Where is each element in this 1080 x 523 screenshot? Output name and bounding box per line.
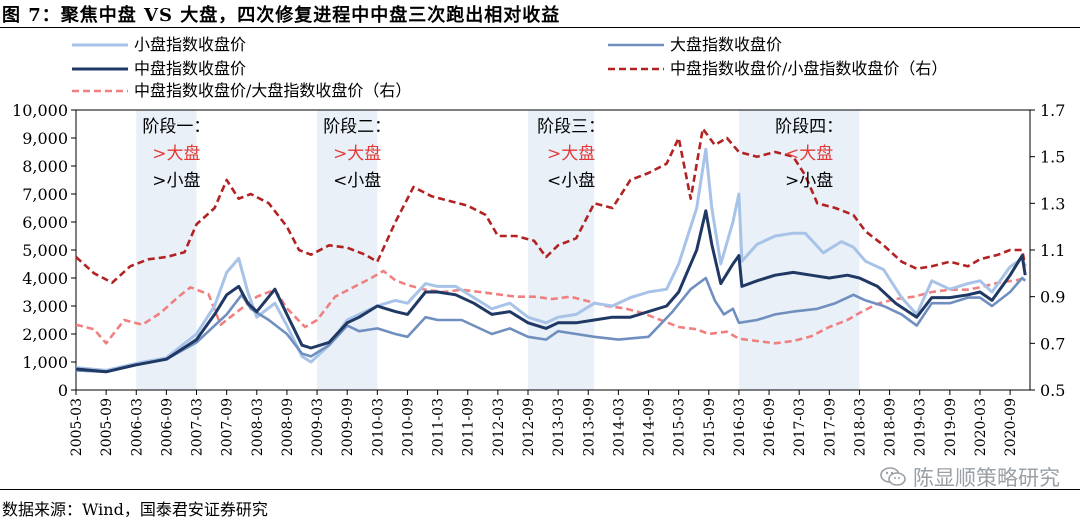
y-right-tick-label: 0.5: [1040, 381, 1065, 400]
line-chart: 0 1,000 2,000 3,000 4,000 5,000 6,000 7,000 8,00…: [12, 35, 1065, 456]
x-tick-label: 2018-09: [883, 398, 899, 456]
x-tick-label: 2015-03: [672, 398, 688, 456]
phase-title-1: 阶段一：: [142, 117, 210, 137]
x-tick-label: 2017-09: [822, 398, 838, 456]
axes: 0 1,000 2,000 3,000 4,000 5,000 6,000 7,000 8,00…: [12, 101, 1065, 456]
x-tick-label: 2012-09: [521, 398, 537, 456]
phase-labels: 阶段一： >大盘 >小盘 阶段二： >大盘 <小盘 阶段三： >大盘 <小盘 阶段四： <大盘 >小盘: [142, 117, 843, 191]
legend-label-ratio_large: 中盘指数收盘价/大盘指数收盘价（右）: [134, 81, 411, 100]
x-tick-label: 2020-09: [1003, 398, 1019, 456]
y-left-tick-label: 7,000: [22, 185, 68, 204]
phase-vs-small-3: <小盘: [547, 171, 595, 191]
phase-vs-large-1: >大盘: [152, 144, 200, 164]
bottom-divider: [0, 489, 1080, 490]
legend-label-mid: 中盘指数收盘价: [134, 59, 246, 78]
x-tick-label: 2016-09: [762, 398, 778, 456]
y-left-tick-label: 9,000: [22, 129, 68, 148]
x-tick-label: 2010-03: [370, 398, 386, 456]
x-tick-label: 2018-03: [852, 398, 868, 456]
phase-vs-small-2: <小盘: [333, 171, 381, 191]
legend-label-ratio_small: 中盘指数收盘价/小盘指数收盘价（右）: [670, 59, 947, 78]
y-right-tick-label: 1.1: [1040, 241, 1065, 260]
x-tick-label: 2019-09: [943, 398, 959, 456]
series-line-large: [75, 276, 1027, 374]
y-left-tick-label: 5,000: [22, 241, 68, 260]
x-tick-label: 2010-09: [400, 398, 416, 456]
legend-label-small: 小盘指数收盘价: [134, 35, 246, 54]
y-left-tick-label: 4,000: [22, 269, 68, 288]
y-left-tick-label: 8,000: [22, 157, 68, 176]
watermark-text: 陈显顺策略研究: [913, 466, 1060, 490]
source-note: 数据来源：Wind，国泰君安证券研究: [2, 500, 268, 519]
x-tick-label: 2009-03: [310, 398, 326, 456]
y-right-tick-label: 1.5: [1040, 148, 1065, 167]
x-tick-label: 2014-03: [611, 398, 627, 456]
x-tick-label: 2019-03: [913, 398, 929, 456]
x-tick-label: 2014-09: [642, 398, 658, 456]
x-tick-label: 2007-09: [220, 398, 236, 456]
x-tick-label: 2016-03: [732, 398, 748, 456]
x-tick-label: 2015-09: [702, 398, 718, 456]
phase-title-2: 阶段二：: [323, 117, 391, 137]
y-right-tick-label: 1.3: [1040, 194, 1065, 213]
chart-title: 图 7：聚焦中盘 VS 大盘，四次修复进程中中盘三次跑出相对收益: [2, 5, 561, 26]
y-left-tick-label: 2,000: [22, 325, 68, 344]
x-tick-label: 2005-09: [99, 398, 115, 456]
x-tick-label: 2006-03: [129, 398, 145, 456]
series-line-small: [75, 147, 1027, 372]
x-tick-label: 2020-03: [973, 398, 989, 456]
series-line-ratio_small: [75, 127, 1027, 284]
x-tick-label: 2012-03: [491, 398, 507, 456]
series-line-mid: [75, 209, 1027, 374]
phase-shade-3: [527, 110, 595, 390]
x-tick-label: 2011-09: [461, 398, 477, 456]
x-tick-label: 2005-03: [69, 398, 85, 456]
x-tick-label: 2017-03: [792, 398, 808, 456]
series-line-ratio_large: [75, 269, 1026, 345]
x-tick-label: 2009-09: [340, 398, 356, 456]
x-tick-label: 2007-03: [190, 398, 206, 456]
y-right-tick-label: 1.7: [1040, 101, 1065, 120]
y-left-tick-label: 6,000: [22, 213, 68, 232]
x-tick-label: 2013-09: [581, 398, 597, 456]
x-tick-label: 2008-09: [280, 398, 296, 456]
phase-shading: [136, 110, 860, 390]
series-lines: [75, 127, 1027, 374]
y-left-tick-label: 0: [58, 381, 68, 400]
y-left-tick-label: 1,000: [22, 353, 68, 372]
x-tick-label: 2008-03: [250, 398, 266, 456]
y-left-tick-label: 10,000: [12, 101, 68, 120]
phase-vs-large-4: <大盘: [785, 144, 833, 164]
y-right-tick-label: 0.7: [1040, 334, 1065, 353]
phase-vs-small-1: >小盘: [152, 171, 200, 191]
x-tick-label: 2011-03: [431, 398, 447, 456]
x-tick-label: 2006-09: [159, 398, 175, 456]
phase-title-4: 阶段四：: [775, 117, 843, 137]
legend-label-large: 大盘指数收盘价: [670, 35, 782, 54]
title-divider: [0, 27, 1080, 28]
wechat-icon: [880, 467, 906, 486]
phase-vs-large-2: >大盘: [333, 144, 381, 164]
phase-vs-large-3: >大盘: [547, 144, 595, 164]
x-tick-label: 2013-03: [551, 398, 567, 456]
y-right-tick-label: 0.9: [1040, 288, 1065, 307]
y-left-tick-label: 3,000: [22, 297, 68, 316]
watermark: 陈显顺策略研究: [879, 462, 1060, 492]
phase-vs-small-4: >小盘: [785, 171, 833, 191]
phase-title-3: 阶段三：: [537, 117, 605, 137]
